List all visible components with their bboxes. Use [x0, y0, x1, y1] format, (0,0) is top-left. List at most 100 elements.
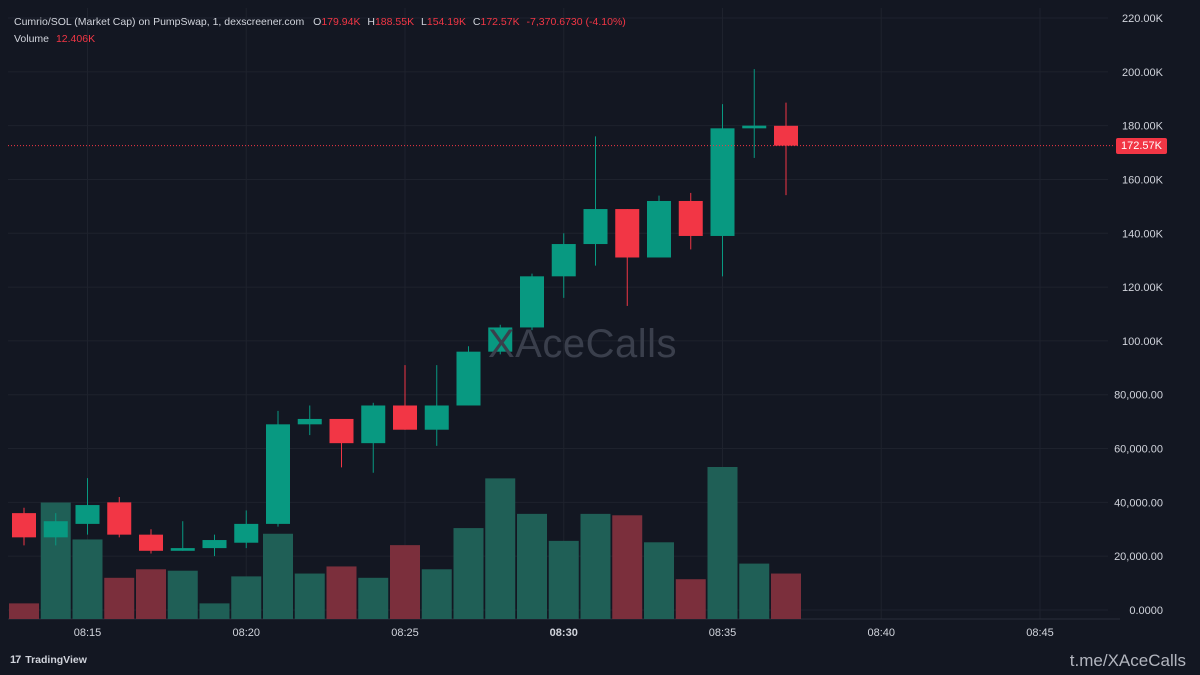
candle-body — [774, 125, 798, 146]
y-tick-label: 0.0000 — [1129, 605, 1163, 617]
candle — [12, 507, 36, 546]
candle — [297, 405, 322, 436]
candle-body — [266, 424, 290, 524]
candle-body — [329, 418, 354, 444]
volume-bar — [104, 577, 135, 619]
symbol-title: Cumrio/SOL (Market Cap) on PumpSwap, 1, … — [14, 16, 305, 28]
candle-body — [234, 523, 259, 543]
price-axis[interactable]: 0.0000 20,000.00 40,000.00 60,000.00 80,000.… — [1114, 13, 1164, 617]
candle — [266, 410, 290, 527]
y-tick-label: 140.00K — [1122, 228, 1164, 240]
candle-body — [647, 200, 671, 258]
high-label: H — [367, 16, 375, 28]
volume-bar — [136, 569, 166, 619]
tradingview-logo[interactable]: 17 TradingView — [10, 654, 87, 666]
y-tick-label: 200.00K — [1122, 67, 1164, 79]
volume-bar — [421, 569, 452, 619]
volume-bar — [199, 603, 230, 619]
candle-body — [170, 548, 195, 551]
candle — [615, 209, 640, 306]
candle — [170, 521, 195, 551]
close-value: 172.57K — [480, 16, 520, 28]
x-tick-label: 08:25 — [391, 627, 419, 639]
volume-bar — [326, 566, 357, 619]
last-price-label: 172.57K — [1116, 138, 1167, 154]
volume-bar — [771, 573, 801, 619]
x-tick-label: 08:30 — [550, 627, 578, 639]
y-tick-label: 220.00K — [1122, 13, 1164, 25]
legend-symbol-row: Cumrio/SOL (Market Cap) on PumpSwap, 1, … — [14, 14, 630, 31]
y-tick-label: 120.00K — [1122, 282, 1164, 294]
volume-bar — [707, 467, 738, 619]
x-tick-label: 08:45 — [1026, 627, 1054, 639]
candle-body — [202, 540, 227, 549]
candle-body — [393, 405, 417, 430]
candle — [647, 195, 671, 258]
open-label: O — [313, 16, 322, 28]
x-tick-label: 08:35 — [709, 627, 737, 639]
volume-bar — [167, 570, 198, 619]
high-value: 188.55K — [374, 16, 415, 28]
candle-body — [520, 276, 544, 328]
candle — [774, 102, 798, 196]
time-axis[interactable]: 08:15 08:20 08:25 08:30 08:35 08:40 08:45 — [74, 627, 1054, 639]
candle-body — [424, 405, 449, 430]
open-value: 179.94K — [321, 16, 361, 28]
change-value: -7,370.6730 (-4.10%) — [526, 16, 626, 28]
candle — [361, 402, 386, 473]
candle-body — [583, 209, 608, 245]
volume-bar — [358, 577, 389, 619]
candle — [488, 324, 513, 355]
candle — [393, 365, 417, 430]
grid-lines — [8, 8, 1120, 620]
candle — [710, 104, 735, 277]
candle — [202, 534, 227, 557]
tradingview-logo-icon: 17 — [10, 654, 21, 666]
volume-bar — [548, 540, 579, 619]
chart-legend: Cumrio/SOL (Market Cap) on PumpSwap, 1, … — [14, 14, 630, 48]
candle — [234, 510, 259, 549]
candle-body — [678, 200, 703, 236]
candle — [107, 496, 132, 538]
candle-body — [12, 513, 36, 538]
candle — [551, 233, 576, 298]
telegram-link[interactable]: t.me/XAceCalls — [1069, 651, 1186, 670]
candle — [520, 273, 544, 331]
volume-bar — [612, 515, 643, 619]
candle-body — [297, 418, 322, 425]
volume-bar — [739, 563, 770, 619]
candle — [75, 478, 100, 535]
y-tick-label: 100.00K — [1122, 336, 1164, 348]
tradingview-logo-text: TradingView — [25, 654, 87, 666]
volume-bar — [390, 545, 420, 619]
candle-body — [551, 244, 576, 277]
volume-bar — [72, 539, 103, 619]
legend-volume-row: Volume 12.406K — [14, 31, 630, 48]
watermark: XAceCalls — [488, 322, 678, 366]
volume-bar — [453, 528, 484, 619]
y-tick-label: 60,000.00 — [1114, 444, 1163, 456]
candle-body — [107, 502, 132, 535]
candle-body — [710, 128, 735, 236]
volume-bar — [580, 513, 611, 619]
candle-body — [139, 534, 163, 551]
candle — [583, 136, 608, 266]
y-tick-label: 20,000.00 — [1114, 551, 1163, 563]
candle-body — [361, 405, 386, 444]
low-label: L — [421, 16, 427, 28]
low-value: 154.19K — [426, 16, 466, 28]
volume-bar — [675, 579, 706, 619]
volume-bar — [9, 603, 39, 619]
volume-label: Volume — [14, 33, 50, 45]
x-tick-label: 08:15 — [74, 627, 102, 639]
y-tick-label: 80,000.00 — [1114, 390, 1163, 402]
candle-body — [456, 351, 481, 406]
candle — [329, 418, 354, 468]
candle — [742, 69, 767, 158]
y-tick-label: 40,000.00 — [1114, 497, 1163, 509]
candle — [43, 513, 68, 546]
candles — [12, 69, 798, 557]
y-tick-label: 160.00K — [1122, 174, 1164, 186]
candle-body — [742, 125, 767, 129]
